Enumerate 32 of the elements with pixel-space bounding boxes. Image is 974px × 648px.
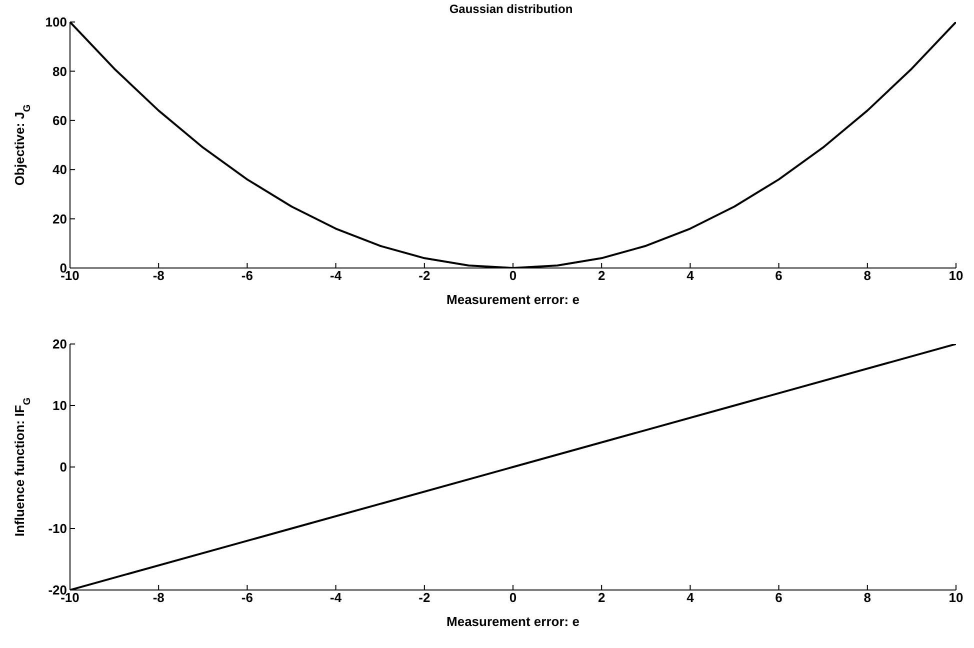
x-axis-title: Measurement error: e <box>446 292 580 307</box>
chart-title: Gaussian distribution <box>448 2 574 16</box>
y-tick-label: 60 <box>52 113 67 128</box>
x-tick-label: -4 <box>330 268 342 284</box>
y-tick-label: 40 <box>52 162 67 178</box>
x-tick-label: -4 <box>330 590 342 606</box>
y-tick-label: 20 <box>52 211 67 226</box>
x-tick-label: -8 <box>152 268 164 284</box>
x-tick-label: 6 <box>775 268 782 284</box>
x-tick-label: 8 <box>864 590 872 606</box>
x-tick-label: -2 <box>418 590 430 606</box>
x-tick-label: 6 <box>775 590 782 606</box>
x-tick-label: 10 <box>948 268 964 284</box>
x-tick-label: 0 <box>509 590 517 606</box>
x-tick-label: 0 <box>509 268 517 284</box>
x-axis-title: Measurement error: e <box>446 614 580 629</box>
y-tick-label: 0 <box>60 460 67 475</box>
x-tick-label: 8 <box>864 268 872 284</box>
x-tick-label: 4 <box>686 268 695 284</box>
y-tick-label: 100 <box>45 14 67 30</box>
x-tick-label: -2 <box>418 268 430 284</box>
x-tick-label: 4 <box>686 590 695 606</box>
x-tick-label: 2 <box>598 268 606 284</box>
y-tick-label: 10 <box>52 398 67 414</box>
y-tick-label: 20 <box>52 336 67 352</box>
x-tick-label: 10 <box>948 590 964 606</box>
x-tick-label: -8 <box>152 590 164 606</box>
y-tick-label: -10 <box>48 521 67 536</box>
x-tick-label: 2 <box>598 590 606 606</box>
x-tick-label: -6 <box>241 590 253 606</box>
x-tick-label: -6 <box>241 268 253 284</box>
y-tick-label: 80 <box>52 64 67 79</box>
